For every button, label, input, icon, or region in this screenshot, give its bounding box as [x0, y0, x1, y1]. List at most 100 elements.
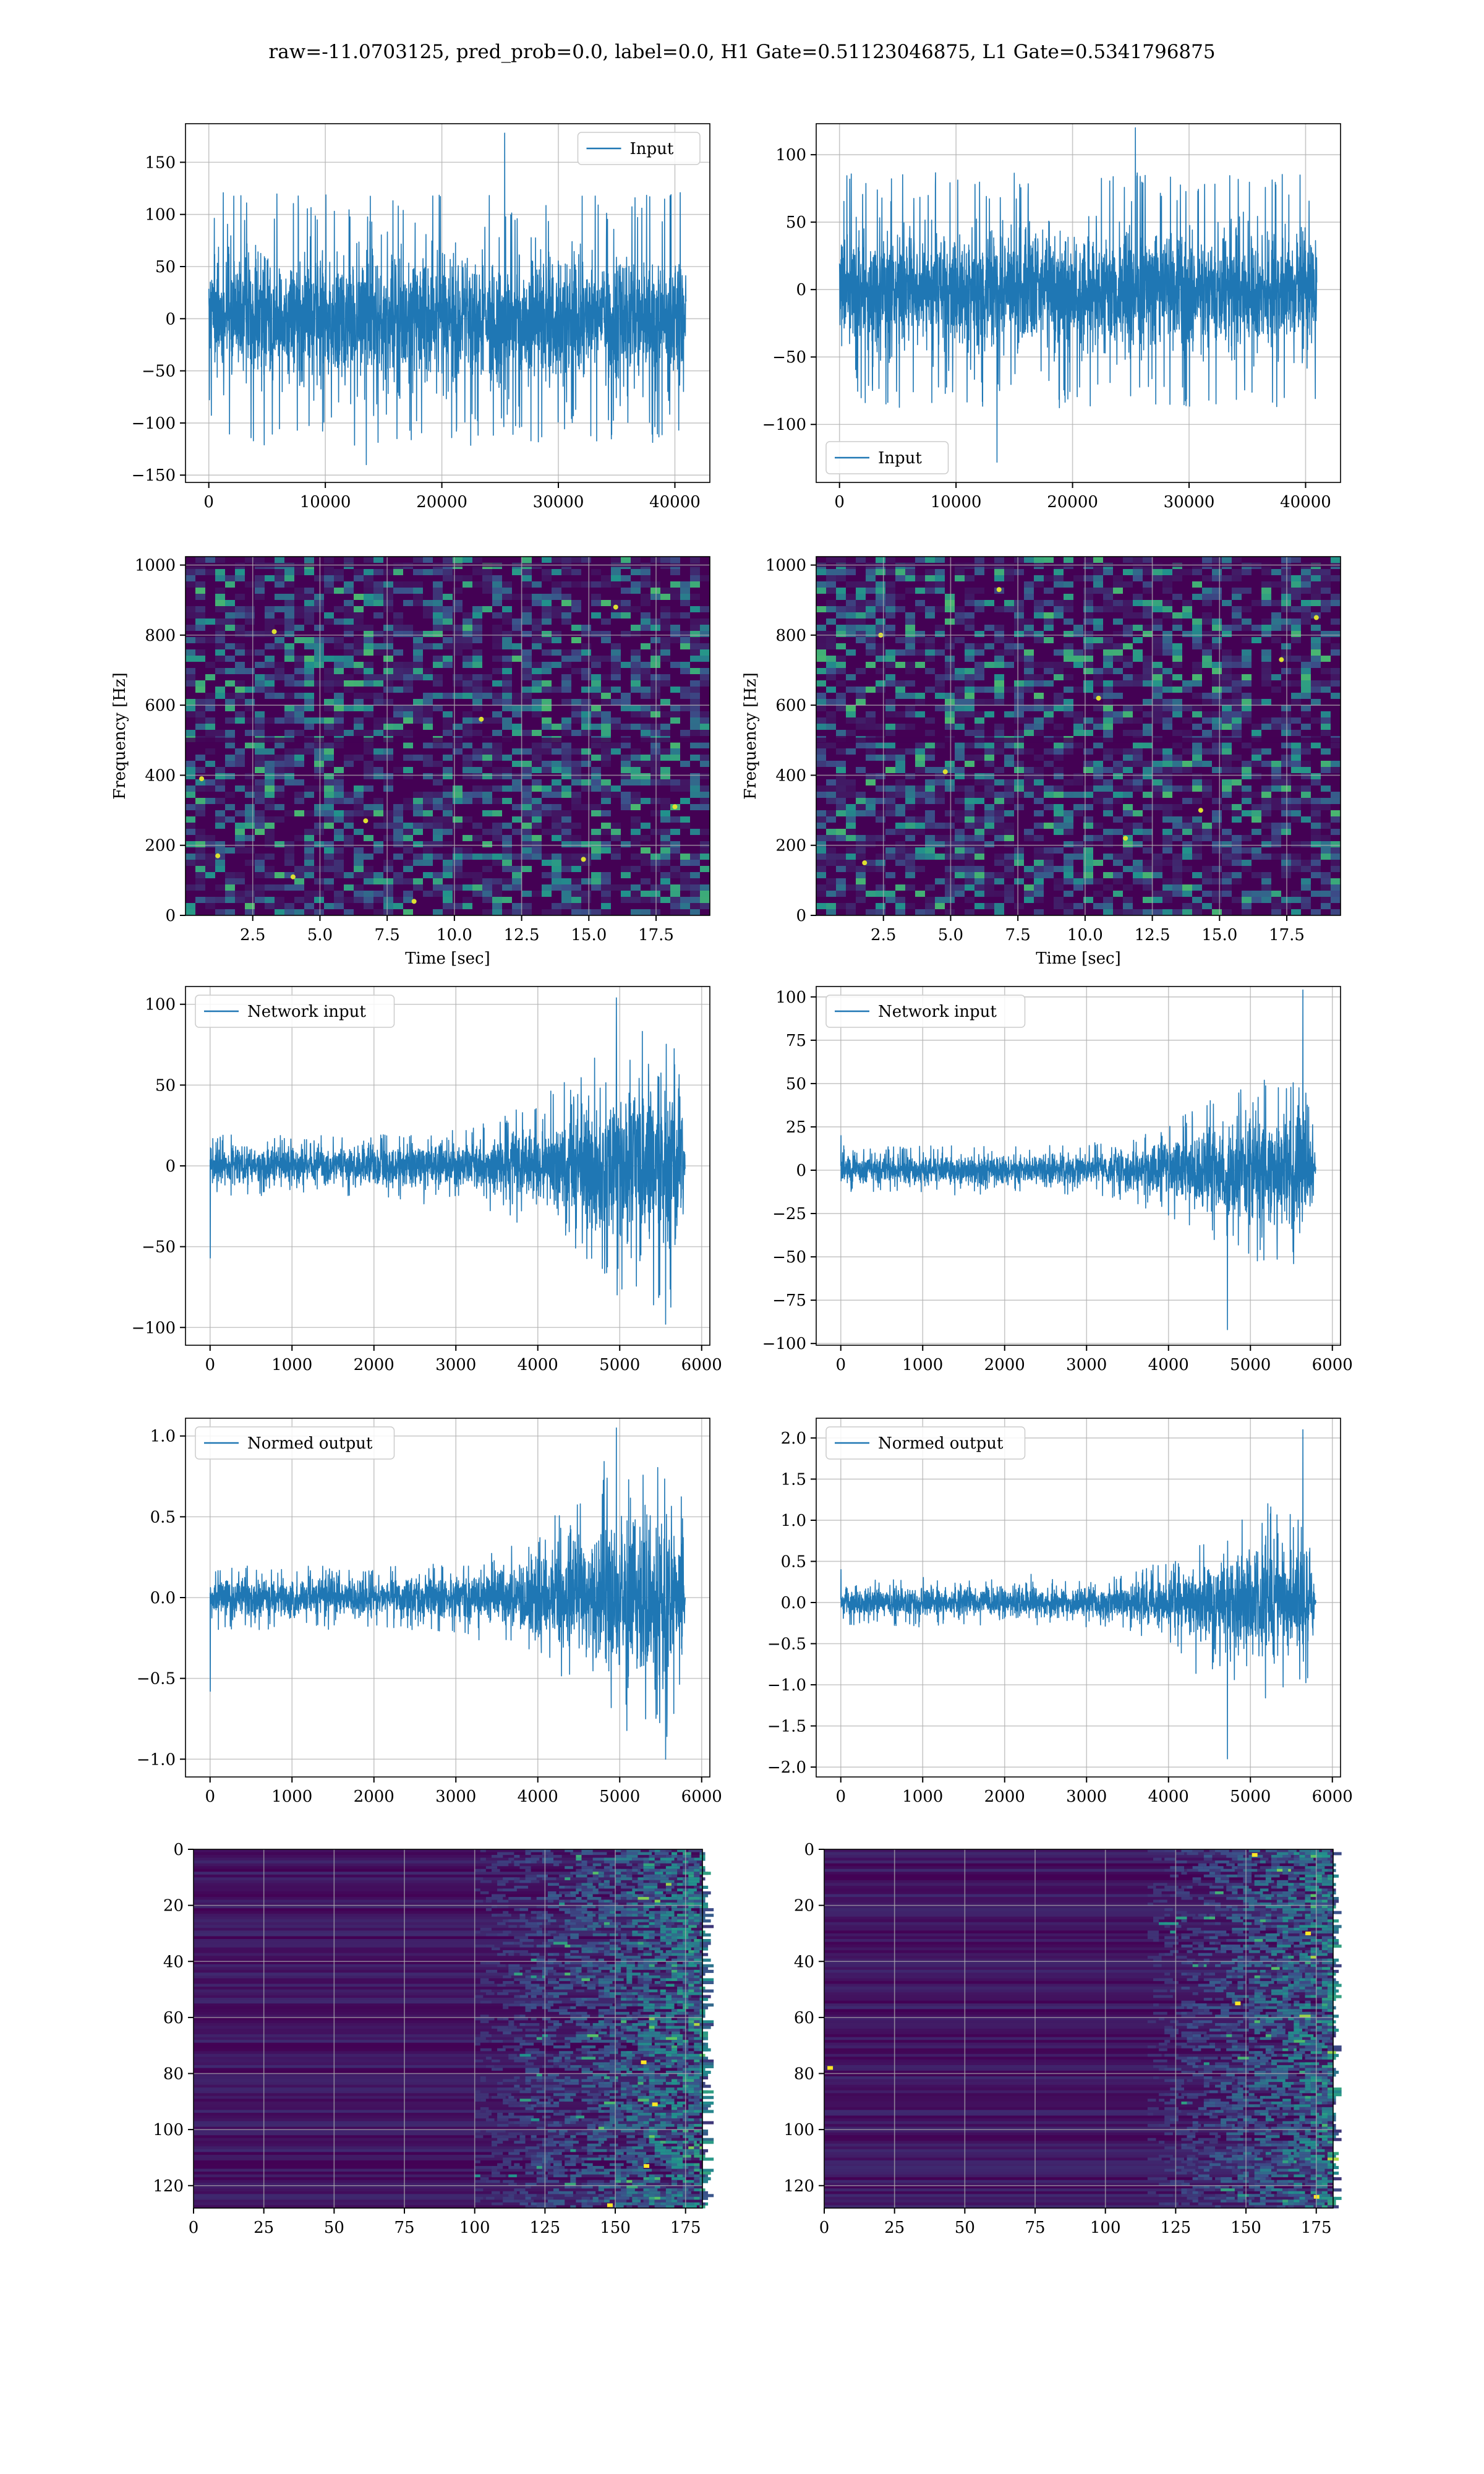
spectrogram-cell: [1093, 779, 1103, 785]
feature-cell: [491, 1894, 506, 1898]
spectrogram-cell: [344, 680, 354, 687]
spectrogram-cell: [294, 717, 304, 724]
spectrogram-cell: [255, 711, 265, 717]
feature-cell: [480, 1927, 492, 1931]
spectrogram-cell: [621, 575, 631, 581]
spectrogram-cell: [1281, 724, 1291, 730]
spectrogram-cell: [601, 575, 611, 581]
feature-cell: [536, 1916, 551, 1920]
spectrogram-cell: [660, 884, 670, 891]
spectrogram-cell: [502, 755, 512, 761]
spectrogram-cell: [1014, 649, 1024, 656]
spectrogram-cell: [1064, 742, 1073, 748]
spectrogram-cell: [225, 872, 235, 878]
feature-row: [194, 1980, 702, 1984]
spectrogram-cell: [373, 557, 383, 563]
spectrogram-cell: [492, 755, 502, 761]
spectrogram-cell: [552, 612, 561, 618]
spectrogram-cell: [1073, 792, 1083, 798]
spectrogram-cell: [532, 742, 542, 748]
spectrogram-cell: [660, 637, 670, 643]
feature-cell: [565, 1849, 573, 1853]
spectrogram-cell: [195, 798, 205, 804]
spectrogram-cell: [1311, 588, 1321, 594]
spectrogram-cell: [245, 903, 255, 909]
spectrogram-cell: [1291, 748, 1301, 755]
spectrogram-cell: [235, 761, 245, 767]
spectrogram-cell: [344, 656, 354, 662]
spectrogram-cell: [846, 711, 856, 717]
spectrogram-cell: [581, 625, 591, 631]
spectrogram-cell: [482, 693, 492, 699]
spectrogram-cell: [1281, 866, 1291, 872]
spectrogram-cell: [186, 649, 195, 656]
spectrogram-cell: [255, 872, 265, 878]
spectrogram-cell: [1281, 680, 1291, 687]
feature-cell: [665, 1888, 672, 1892]
x-tick-label: 17.5: [638, 926, 674, 944]
feature-cell: [632, 1903, 638, 1906]
spectrogram-cell: [265, 804, 275, 810]
spectrogram-cell: [304, 643, 314, 649]
spectrogram-cell: [700, 730, 710, 736]
spectrogram-cell: [700, 668, 710, 674]
spectrogram-cell: [215, 557, 225, 563]
spectrogram-cell: [700, 717, 710, 724]
feature-cell: [688, 1978, 700, 1982]
feature-cell: [677, 1978, 683, 1982]
network-input-l1-chart: 0 1000 2000 3000 4000 5000 6000−100−75−50−2502…: [762, 986, 1353, 1374]
spectrogram-cell: [836, 606, 846, 612]
spectrogram-cell: [1212, 816, 1222, 823]
spectrogram-cell: [1064, 816, 1073, 823]
spectrogram-cell: [965, 835, 974, 841]
spectrogram-cell: [1222, 742, 1232, 748]
spectrogram-cell: [1143, 835, 1153, 841]
spectrogram-cell: [1103, 767, 1113, 773]
feature-cell: [683, 1939, 691, 1943]
feature-cell: [665, 1922, 675, 1925]
spectrogram-cell: [1064, 662, 1073, 668]
feature-cell: [603, 1883, 610, 1886]
feature-cell: [559, 1908, 571, 1912]
spectrogram-cell: [641, 755, 650, 761]
spectrogram-cell: [492, 637, 502, 643]
spectrogram-cell: [1172, 909, 1182, 915]
spectrogram-cell: [965, 872, 974, 878]
feature-cell: [643, 1995, 658, 1998]
spectrogram-cell: [186, 680, 195, 687]
feature-cell: [654, 1891, 663, 1894]
feature-cell: [536, 1978, 545, 1982]
spectrogram-cell: [925, 779, 935, 785]
spectrogram-cell: [235, 897, 245, 903]
spectrogram-cell: [1212, 637, 1222, 643]
feature-cell: [643, 1863, 655, 1867]
feature-cell: [519, 1939, 534, 1943]
spectrogram-cell: [965, 878, 974, 884]
spectrogram-cell: [1261, 717, 1271, 724]
spectrogram-cell: [905, 866, 915, 872]
spectrogram-cell: [304, 748, 314, 755]
feature-cell: [531, 1860, 537, 1864]
spectrogram-cell: [304, 742, 314, 748]
spectrogram-cell: [324, 637, 334, 643]
spectrogram-cell: [601, 891, 611, 897]
spectrogram-cell: [294, 625, 304, 631]
spectrogram-cell: [955, 637, 965, 643]
feature-cell: [474, 1899, 484, 1903]
spectrogram-cell: [591, 785, 601, 792]
spectrogram-cell: [225, 878, 235, 884]
spectrogram-cell: [1143, 872, 1153, 878]
feature-row: [194, 1872, 702, 1875]
spectrogram-cell: [1143, 625, 1153, 631]
spectrogram-cell: [1054, 866, 1064, 872]
spectrogram-cell: [1004, 779, 1014, 785]
spectrogram-cell: [591, 693, 601, 699]
spectrogram-cell: [866, 773, 876, 779]
spectrogram-cell: [945, 594, 955, 600]
spectrogram-cell: [631, 816, 641, 823]
spectrogram-cell: [225, 705, 235, 711]
spectrogram-cell: [443, 575, 453, 581]
spectrogram-cell: [1143, 581, 1153, 588]
spectrogram-cell: [1242, 717, 1252, 724]
y-tick-label: 50: [155, 258, 176, 276]
